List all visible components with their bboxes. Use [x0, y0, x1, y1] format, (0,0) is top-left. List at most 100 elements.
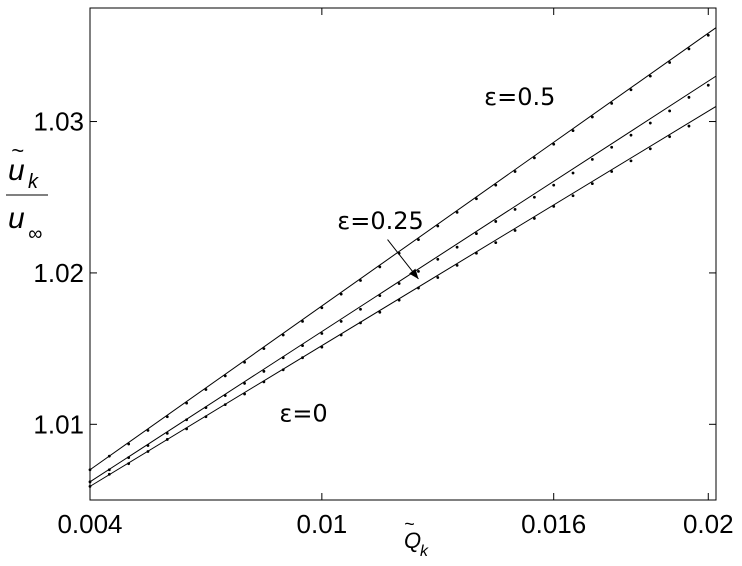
data-point	[610, 145, 614, 149]
x-tick-label: 0.01	[297, 509, 348, 539]
data-point	[243, 392, 246, 396]
data-point	[417, 286, 420, 290]
data-point	[185, 427, 189, 431]
data-point	[359, 321, 362, 325]
x-axis-label-accent: ~	[404, 514, 415, 534]
data-point	[494, 220, 498, 223]
data-point	[378, 294, 382, 298]
series-line	[89, 75, 717, 483]
y-axis-label-denominator-sub: ∞	[28, 223, 42, 245]
data-point	[436, 257, 440, 261]
data-point	[590, 182, 594, 186]
data-point	[185, 401, 189, 405]
data-point	[320, 345, 324, 349]
data-point	[359, 279, 362, 282]
y-axis-label-denominator: u	[8, 202, 25, 235]
data-point	[127, 456, 131, 460]
data-point	[165, 438, 169, 441]
data-point	[436, 276, 440, 279]
series-annotation: ε=0.5	[484, 83, 555, 111]
y-tick-label: 1.02	[33, 258, 84, 288]
series-2	[88, 105, 717, 488]
y-axis-label-numerator: u	[8, 154, 25, 187]
data-point	[262, 380, 266, 384]
series-annotation: ε=0.25	[337, 207, 424, 235]
data-point	[610, 101, 614, 105]
x-axis-label: Q	[404, 528, 421, 553]
data-point	[301, 319, 304, 323]
data-point	[339, 333, 343, 337]
series-line	[89, 27, 717, 471]
data-point	[359, 307, 362, 311]
data-point	[107, 472, 111, 476]
data-point	[262, 369, 266, 373]
series-annotation: ε=0	[279, 399, 327, 427]
x-tick-label: 0.016	[521, 509, 586, 539]
data-point	[571, 194, 575, 198]
data-point	[668, 135, 672, 139]
data-point	[127, 442, 131, 446]
data-point	[320, 306, 324, 310]
y-tick-label: 1.03	[33, 107, 84, 137]
data-point	[185, 418, 189, 422]
data-point	[146, 444, 150, 447]
data-point	[706, 33, 710, 37]
x-tick-label: 0.004	[57, 509, 122, 539]
data-point	[417, 270, 420, 273]
axis-labels: ε=0.5ε=0.25ε=0Q~ku~ku ∞	[6, 83, 555, 560]
data-point	[687, 124, 691, 128]
data-point	[397, 282, 401, 285]
data-point	[339, 319, 343, 323]
data-point	[301, 356, 304, 360]
data-point	[571, 171, 575, 175]
data-point	[301, 344, 304, 347]
y-tick-label: 1.01	[33, 409, 84, 439]
data-point	[204, 388, 208, 391]
data-point	[417, 238, 420, 242]
data-point	[629, 133, 633, 137]
data-point	[552, 204, 556, 208]
data-point	[204, 406, 208, 410]
data-point	[243, 360, 246, 364]
data-point	[475, 197, 478, 201]
data-point	[475, 251, 478, 255]
data-point	[629, 159, 633, 163]
data-point	[552, 183, 556, 187]
data-point	[146, 450, 150, 453]
y-axis-label-accent: ~	[11, 138, 24, 163]
series-0	[88, 27, 717, 472]
y-axis-label-numerator-sub: k	[28, 171, 39, 193]
data-point	[378, 310, 382, 314]
data-point	[494, 183, 498, 187]
data-point	[127, 462, 131, 466]
data-point	[648, 121, 652, 125]
data-point	[552, 142, 556, 146]
data-point	[513, 229, 517, 232]
data-point	[397, 298, 401, 302]
data-point	[455, 210, 459, 214]
data-point	[668, 61, 672, 64]
data-point	[475, 232, 478, 235]
data-point	[223, 394, 227, 397]
data-point	[571, 129, 575, 133]
data-point	[532, 195, 536, 199]
data-point	[165, 431, 169, 435]
data-point	[706, 83, 710, 87]
data-point	[223, 374, 227, 378]
data-point	[378, 265, 382, 269]
data-point	[513, 170, 517, 173]
series-1	[88, 75, 717, 484]
data-point	[320, 332, 324, 335]
data-point	[687, 95, 691, 99]
data-point	[648, 74, 652, 78]
data-point	[165, 415, 169, 419]
data-point	[629, 88, 633, 92]
data-point	[687, 47, 691, 51]
data-point	[590, 115, 594, 119]
data-point	[513, 207, 517, 211]
data-point	[262, 347, 266, 351]
data-point	[532, 217, 536, 220]
plot-area	[88, 27, 717, 488]
data-point	[281, 368, 285, 372]
